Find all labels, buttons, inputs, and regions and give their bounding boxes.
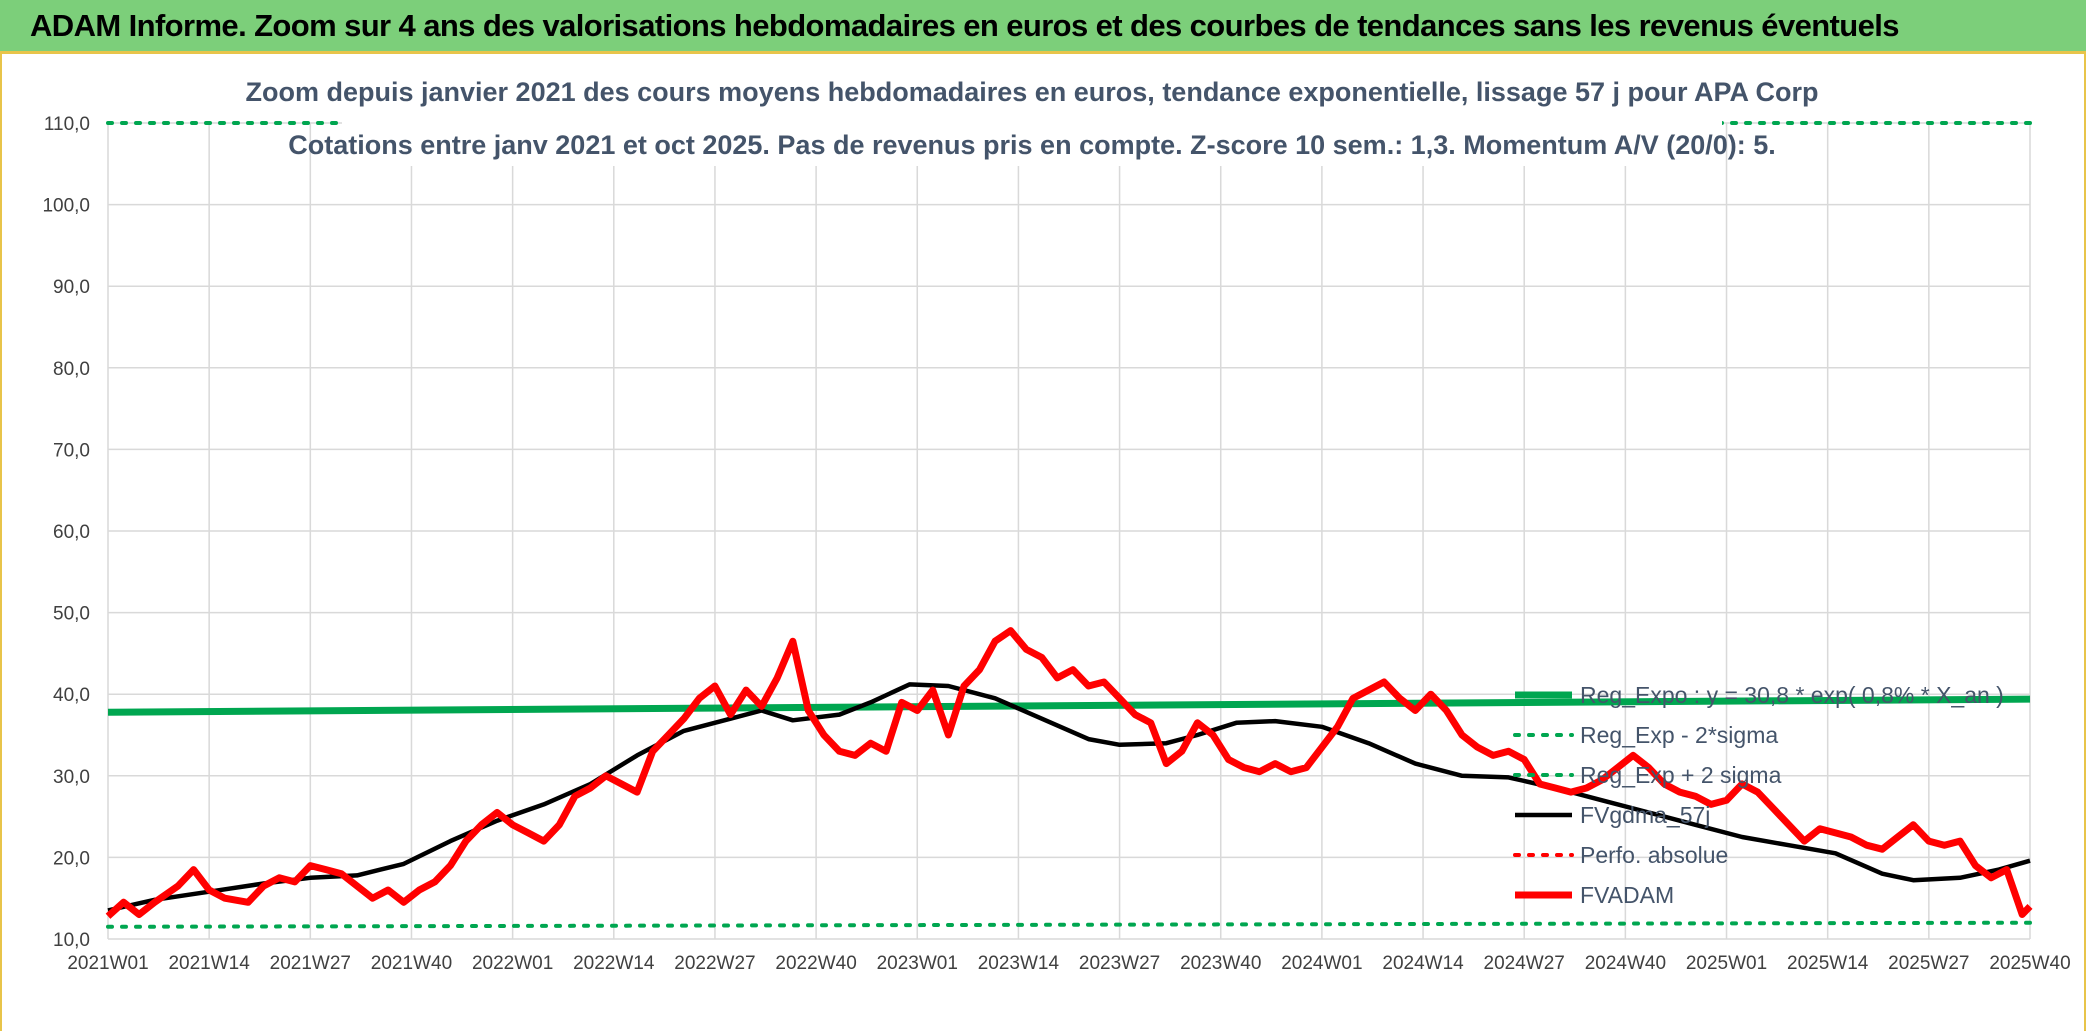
- y-tick-label: 30,0: [53, 767, 90, 788]
- x-tick-label: 2021W40: [371, 953, 452, 974]
- chart-title-line1: Zoom depuis janvier 2021 des cours moyen…: [246, 77, 1819, 107]
- x-tick-label: 2022W40: [775, 953, 856, 974]
- x-tick-label: 2024W27: [1484, 953, 1565, 974]
- x-tick-label: 2025W01: [1686, 953, 1767, 974]
- title-backdrop: [332, 62, 1732, 118]
- x-tick-label: 2024W40: [1585, 953, 1666, 974]
- subtitle-backdrop: [342, 118, 1722, 166]
- x-tick-label: 2025W27: [1888, 953, 1969, 974]
- x-tick-label: 2025W14: [1787, 953, 1869, 974]
- chart-canvas: 10,0 20,0 30,0 40,0 50,0 60,0 70,0 80,0 90,0 100,…: [42, 62, 2071, 974]
- y-tick-label: 60,0: [53, 522, 90, 543]
- y-tick-label: 100,0: [42, 196, 90, 217]
- x-tick-label: 2024W14: [1382, 953, 1464, 974]
- x-axis: 2021W01 2021W14 2021W27 2021W40 2022W01 2022W…: [67, 953, 2070, 974]
- y-tick-label: 80,0: [53, 359, 90, 380]
- series-line-0: [107, 695, 2031, 716]
- legend: Reg_Expo : y = 30,8 * exp( 0,8% * X_an )…: [1513, 682, 2004, 908]
- legend-label: Reg_Exp - 2*sigma: [1580, 722, 1778, 748]
- x-tick-label: 2021W27: [270, 953, 351, 974]
- x-tick-label: 2024W01: [1281, 953, 1362, 974]
- legend-label: Reg_Expo : y = 30,8 * exp( 0,8% * X_an ): [1580, 682, 2004, 708]
- x-tick-label: 2022W01: [472, 953, 553, 974]
- x-tick-label: 2022W14: [573, 953, 655, 974]
- legend-label: FVgdma_57j: [1580, 802, 1710, 828]
- chart-title-line2: Cotations entre janv 2021 et oct 2025. P…: [288, 130, 1776, 160]
- y-tick-label: 20,0: [53, 848, 90, 869]
- y-tick-label: 40,0: [53, 685, 90, 706]
- legend-label: FVADAM: [1580, 882, 1674, 908]
- y-axis: 10,0 20,0 30,0 40,0 50,0 60,0 70,0 80,0 90,0 100,…: [42, 114, 90, 951]
- legend-label: Reg_Exp + 2 sigma: [1580, 762, 1782, 788]
- header-banner: ADAM Informe. Zoom sur 4 ans des valoris…: [0, 0, 2086, 54]
- grid: [107, 122, 2031, 940]
- y-tick-label: 70,0: [53, 440, 90, 461]
- x-tick-label: 2023W14: [978, 953, 1060, 974]
- series-layer: [105, 121, 2033, 929]
- legend-label: Perfo. absolue: [1580, 842, 1728, 868]
- y-tick-label: 10,0: [53, 930, 90, 951]
- y-tick-label: 90,0: [53, 277, 90, 298]
- x-tick-label: 2023W27: [1079, 953, 1160, 974]
- x-tick-label: 2023W40: [1180, 953, 1261, 974]
- x-tick-label: 2022W27: [674, 953, 755, 974]
- x-tick-label: 2021W01: [67, 953, 148, 974]
- series-line-3: [107, 682, 2031, 913]
- x-tick-label: 2023W01: [877, 953, 958, 974]
- y-tick-label: 110,0: [44, 114, 90, 135]
- page-title: ADAM Informe. Zoom sur 4 ans des valoris…: [30, 8, 1900, 43]
- x-tick-label: 2021W14: [168, 953, 250, 974]
- chart-frame: 10,0 20,0 30,0 40,0 50,0 60,0 70,0 80,0 90,0 100,…: [0, 54, 2086, 1031]
- series-line-5: [105, 627, 2033, 919]
- y-tick-label: 50,0: [53, 604, 90, 625]
- x-tick-label: 2025W40: [1989, 953, 2070, 974]
- series-line-1: [106, 920, 2032, 929]
